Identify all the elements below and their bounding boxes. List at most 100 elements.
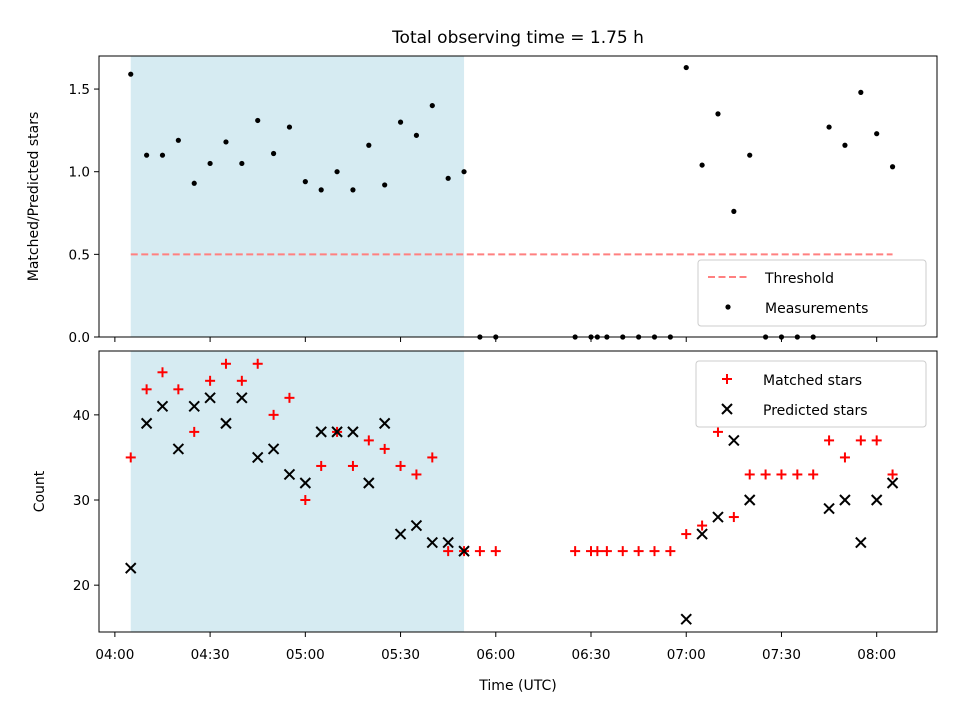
predicted-stars-series xyxy=(125,392,899,625)
measurement-point xyxy=(889,164,896,170)
predicted-star-point xyxy=(394,528,407,540)
measurement-point xyxy=(207,160,213,167)
matched-star-point xyxy=(824,435,835,446)
measurement-point xyxy=(683,64,689,71)
predicted-star-point xyxy=(728,434,740,447)
predicted-star-point xyxy=(696,528,708,540)
matched-star-point xyxy=(363,435,374,446)
legend-matched-marker xyxy=(722,374,732,384)
matched-star-point xyxy=(871,435,882,446)
matched-star-point xyxy=(887,469,898,480)
matched-star-point xyxy=(316,460,327,471)
x-tick-label: 04:00 xyxy=(95,647,134,663)
x-tick-label: 06:30 xyxy=(572,647,611,663)
y-tick-label: 40 xyxy=(73,408,90,424)
cross-marker-stroke xyxy=(839,494,851,506)
measurement-point xyxy=(858,89,864,95)
matched-star-point xyxy=(855,435,866,446)
measurement-point xyxy=(302,179,308,185)
matched-star-point xyxy=(411,469,422,480)
predicted-star-point xyxy=(267,443,280,455)
measurement-point xyxy=(826,124,832,130)
matched-star-point xyxy=(474,546,485,557)
y-tick-label: 30 xyxy=(73,493,90,509)
cross-marker-stroke xyxy=(721,403,733,415)
count-y-axis: 20 30 40 xyxy=(73,408,99,594)
matched-star-point xyxy=(220,358,231,369)
predicted-star-point xyxy=(823,502,835,515)
predicted-star-point xyxy=(125,562,137,574)
x-tick-label: 04:30 xyxy=(191,647,230,663)
measurement-point xyxy=(255,117,261,124)
measurement-point xyxy=(382,182,388,188)
matched-star-point xyxy=(712,426,723,437)
measurement-point xyxy=(445,175,451,181)
measurement-point xyxy=(413,132,420,138)
legend-predicted-swatch xyxy=(721,403,733,415)
cross-marker-stroke xyxy=(267,443,280,455)
measurement-point xyxy=(270,150,277,157)
matched-star-point xyxy=(697,520,708,531)
predicted-star-point xyxy=(283,468,296,481)
count-legend: Matched stars Predicted stars xyxy=(695,360,927,428)
y-tick-label: 20 xyxy=(73,578,90,594)
measurement-point xyxy=(144,152,150,158)
predicted-star-point xyxy=(839,494,851,506)
cross-marker-stroke xyxy=(188,400,200,413)
ratio-y-axis-label: Matched/Predicted stars xyxy=(26,112,42,282)
matched-star-point xyxy=(205,375,216,386)
matched-star-point xyxy=(490,546,501,557)
cross-marker-stroke xyxy=(283,468,296,481)
measurement-point xyxy=(397,119,404,125)
cross-marker-stroke xyxy=(140,417,153,430)
x-tick-label: 06:00 xyxy=(476,647,515,663)
predicted-star-point xyxy=(156,400,169,413)
count-panel: 20 30 40 04:00 04:30 05:00 05:30 06:00 06:30 07:… xyxy=(32,350,938,694)
predicted-star-point xyxy=(744,494,756,506)
measurement-point xyxy=(461,169,467,175)
predicted-star-point xyxy=(712,511,724,523)
ratio-legend-frame xyxy=(697,259,927,327)
cross-marker-stroke xyxy=(870,494,883,506)
predicted-star-point xyxy=(363,477,375,489)
cross-marker-stroke xyxy=(172,443,185,455)
matched-star-point xyxy=(141,384,152,395)
predicted-star-point xyxy=(220,417,232,430)
predicted-star-point xyxy=(172,443,185,455)
matched-star-point xyxy=(681,529,692,540)
x-tick-label: 05:30 xyxy=(381,647,420,663)
predicted-star-point xyxy=(458,545,470,557)
matched-star-point xyxy=(427,452,438,463)
predicted-star-point xyxy=(426,536,439,549)
cross-marker-stroke xyxy=(378,417,391,430)
cross-marker-stroke xyxy=(886,477,899,489)
measurement-point xyxy=(318,187,324,193)
predicted-star-point xyxy=(442,536,454,549)
measurement-point xyxy=(175,137,181,143)
legend-measurement-label: Measurements xyxy=(765,301,868,317)
measurement-point xyxy=(699,162,705,168)
cross-marker-stroke xyxy=(712,511,724,523)
time-x-axis: 04:00 04:30 05:00 05:30 06:00 06:30 07:00 07:30… xyxy=(95,632,896,663)
predicted-star-point xyxy=(188,400,200,413)
count-panel-frame xyxy=(98,350,938,633)
matched-star-point xyxy=(125,452,136,463)
cross-marker-stroke xyxy=(252,451,264,464)
cross-marker-stroke xyxy=(315,426,327,438)
matched-star-point xyxy=(379,443,390,454)
measurement-point xyxy=(715,111,721,117)
observing-span xyxy=(130,56,465,337)
measurement-point xyxy=(191,180,197,186)
predicted-star-point xyxy=(410,519,423,532)
measurement-points xyxy=(128,64,896,340)
cross-marker-stroke xyxy=(696,528,708,540)
cross-marker-stroke xyxy=(410,519,423,532)
cross-marker-stroke xyxy=(125,562,137,574)
predicted-star-point xyxy=(378,417,391,430)
x-tick-label: 07:30 xyxy=(762,647,801,663)
ratio-panel-frame xyxy=(98,55,938,338)
measurement-point xyxy=(128,71,134,77)
ratio-legend: Threshold Measurements xyxy=(697,259,927,327)
matched-star-point xyxy=(592,546,603,557)
